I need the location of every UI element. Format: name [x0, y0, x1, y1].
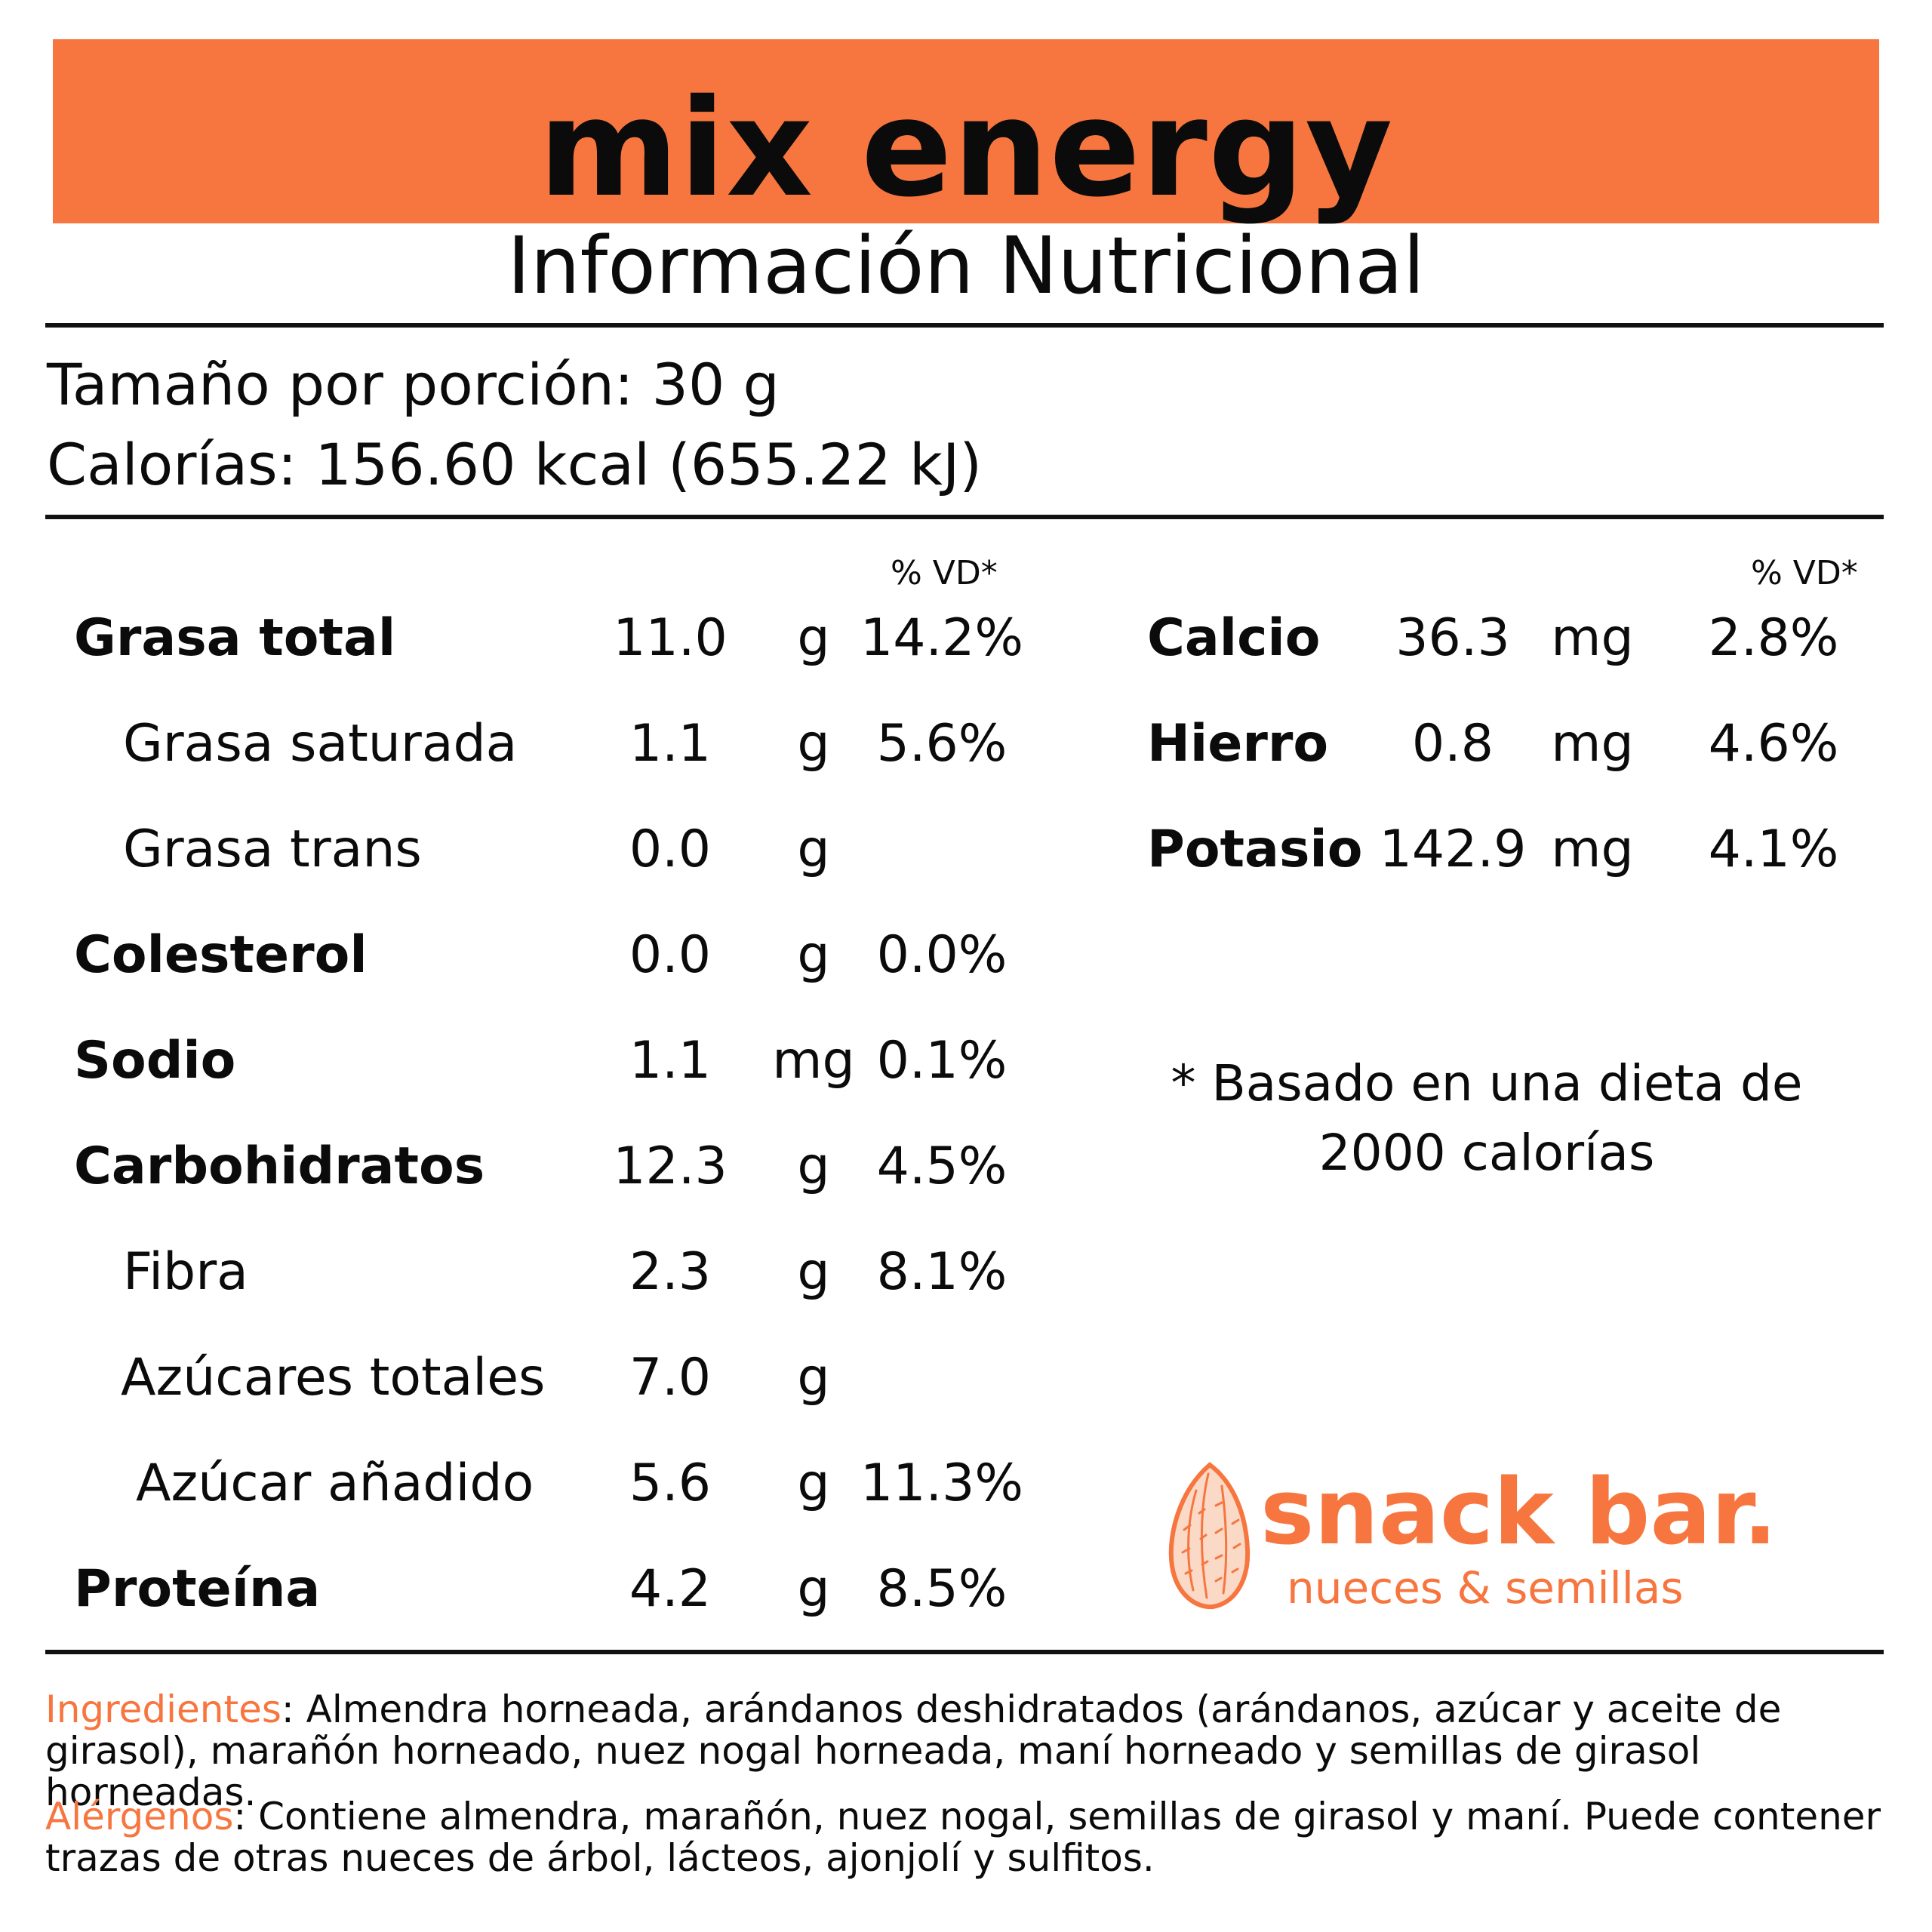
- nutrient-row-colesterol: Colesterol 0.0 g 0.0%: [74, 930, 1025, 990]
- mineral-amount: 142.9: [1379, 820, 1527, 879]
- nutrient-dv: 0.1%: [876, 1031, 1008, 1091]
- nutrient-name: Grasa total: [74, 608, 396, 668]
- nutrient-name: Grasa trans: [123, 820, 422, 879]
- mineral-name: Potasio: [1147, 820, 1363, 879]
- nutrient-unit: g: [797, 925, 830, 985]
- nutrient-amount: 1.1: [629, 1031, 712, 1091]
- nutrient-name: Carbohidratos: [74, 1137, 485, 1196]
- nutrient-name: Azúcares totales: [121, 1348, 546, 1407]
- nutrient-row-grasa-total: Grasa total 11.0 g 14.2%: [74, 613, 1025, 673]
- mineral-row-hierro: Hierro 0.8 mg 4.6%: [1147, 718, 1872, 779]
- nutrient-row-fibra: Fibra 2.3 g 8.1%: [74, 1247, 1025, 1307]
- divider-bottom: [45, 1650, 1884, 1654]
- nutrient-dv: 4.5%: [876, 1137, 1008, 1196]
- nutrient-amount: 5.6: [629, 1454, 712, 1513]
- mineral-dv: 4.1%: [1708, 820, 1839, 879]
- title-banner: [53, 39, 1879, 223]
- nutrient-dv: 14.2%: [860, 608, 1024, 668]
- mineral-row-potasio: Potasio 142.9 mg 4.1%: [1147, 824, 1872, 884]
- nutrient-name: Fibra: [123, 1242, 248, 1302]
- divider-middle: [45, 515, 1884, 519]
- mineral-name: Calcio: [1147, 608, 1321, 668]
- mineral-dv: 4.6%: [1708, 714, 1839, 774]
- mineral-unit: mg: [1551, 714, 1634, 774]
- ingredients-text: Ingredientes: Almendra horneada, arándan…: [45, 1689, 1887, 1814]
- brand-tagline: nueces & semillas: [1287, 1562, 1684, 1614]
- nutrient-name: Colesterol: [74, 925, 368, 985]
- calories: Calorías: 156.60 kcal (655.22 kJ): [47, 431, 983, 498]
- mineral-dv: 2.8%: [1708, 608, 1839, 668]
- nutrient-unit: g: [797, 1454, 830, 1513]
- nutrient-amount: 0.0: [629, 820, 712, 879]
- nutrient-row-grasa-trans: Grasa trans 0.0 g: [74, 824, 1025, 884]
- label-subtitle: Información Nutricional: [507, 220, 1425, 312]
- nutrient-dv: 8.5%: [876, 1559, 1008, 1619]
- mineral-amount: 36.3: [1395, 608, 1510, 668]
- dv-footnote: * Basado en una dieta de 2000 calorías: [1117, 1049, 1857, 1188]
- nutrient-unit: g: [797, 1559, 830, 1619]
- nutrient-name: Azúcar añadido: [136, 1454, 534, 1513]
- dv-header-right: % VD*: [1751, 554, 1858, 592]
- nutrient-row-carbohidratos: Carbohidratos 12.3 g 4.5%: [74, 1141, 1025, 1201]
- nutrient-name: Proteína: [74, 1559, 321, 1619]
- nutrient-dv: 0.0%: [876, 925, 1008, 985]
- footnote-line-2: 2000 calorías: [1318, 1124, 1655, 1182]
- brand-name: snack bar.: [1260, 1460, 1778, 1565]
- nutrient-amount: 0.0: [629, 925, 712, 985]
- nutrient-name: Sodio: [74, 1031, 236, 1091]
- nutrient-unit: g: [797, 1348, 830, 1407]
- nutrient-unit: g: [797, 1242, 830, 1302]
- allergens-label: Alérgenos: [45, 1795, 234, 1838]
- nutrient-row-azucar-anadido: Azúcar añadido 5.6 g 11.3%: [74, 1458, 1025, 1518]
- product-title: mix energy: [538, 70, 1394, 226]
- nutrient-dv: 8.1%: [876, 1242, 1008, 1302]
- nutrient-row-grasa-saturada: Grasa saturada 1.1 g 5.6%: [74, 718, 1025, 779]
- mineral-unit: mg: [1551, 820, 1634, 879]
- nutrient-name: Grasa saturada: [123, 714, 518, 774]
- nutrient-amount: 12.3: [613, 1137, 728, 1196]
- dv-header-left: % VD*: [891, 554, 998, 592]
- mineral-unit: mg: [1551, 608, 1634, 668]
- allergens-list: : Contiene almendra, marañón, nuez nogal…: [45, 1795, 1881, 1880]
- almond-icon: [1168, 1462, 1251, 1610]
- nutrient-amount: 7.0: [629, 1348, 712, 1407]
- mineral-amount: 0.8: [1411, 714, 1494, 774]
- nutrient-unit: g: [797, 820, 830, 879]
- serving-size: Tamaño por porción: 30 g: [47, 351, 780, 418]
- nutrient-amount: 11.0: [613, 608, 728, 668]
- mineral-name: Hierro: [1147, 714, 1329, 774]
- nutrient-unit: g: [797, 608, 830, 668]
- ingredients-list: : Almendra horneada, arándanos deshidrat…: [45, 1687, 1782, 1814]
- footnote-line-1: * Basado en una dieta de: [1171, 1054, 1803, 1112]
- nutrient-row-proteina: Proteína 4.2 g 8.5%: [74, 1564, 1025, 1624]
- nutrient-unit: g: [797, 1137, 830, 1196]
- mineral-row-calcio: Calcio 36.3 mg 2.8%: [1147, 613, 1872, 673]
- nutrient-amount: 4.2: [629, 1559, 712, 1619]
- nutrient-dv: 5.6%: [876, 714, 1008, 774]
- nutrient-amount: 1.1: [629, 714, 712, 774]
- nutrient-dv: 11.3%: [860, 1454, 1024, 1513]
- nutrient-row-azucares-totales: Azúcares totales 7.0 g: [74, 1352, 1025, 1413]
- nutrient-unit: g: [797, 714, 830, 774]
- brand-logo: snack bar. nueces & semillas: [1166, 1460, 1792, 1619]
- allergens-text: Alérgenos: Contiene almendra, marañón, n…: [45, 1796, 1887, 1879]
- ingredients-label: Ingredientes: [45, 1687, 281, 1731]
- nutrient-amount: 2.3: [629, 1242, 712, 1302]
- nutrient-row-sodio: Sodio 1.1 mg 0.1%: [74, 1035, 1025, 1096]
- nutrient-unit: mg: [772, 1031, 855, 1091]
- divider-top: [45, 323, 1884, 328]
